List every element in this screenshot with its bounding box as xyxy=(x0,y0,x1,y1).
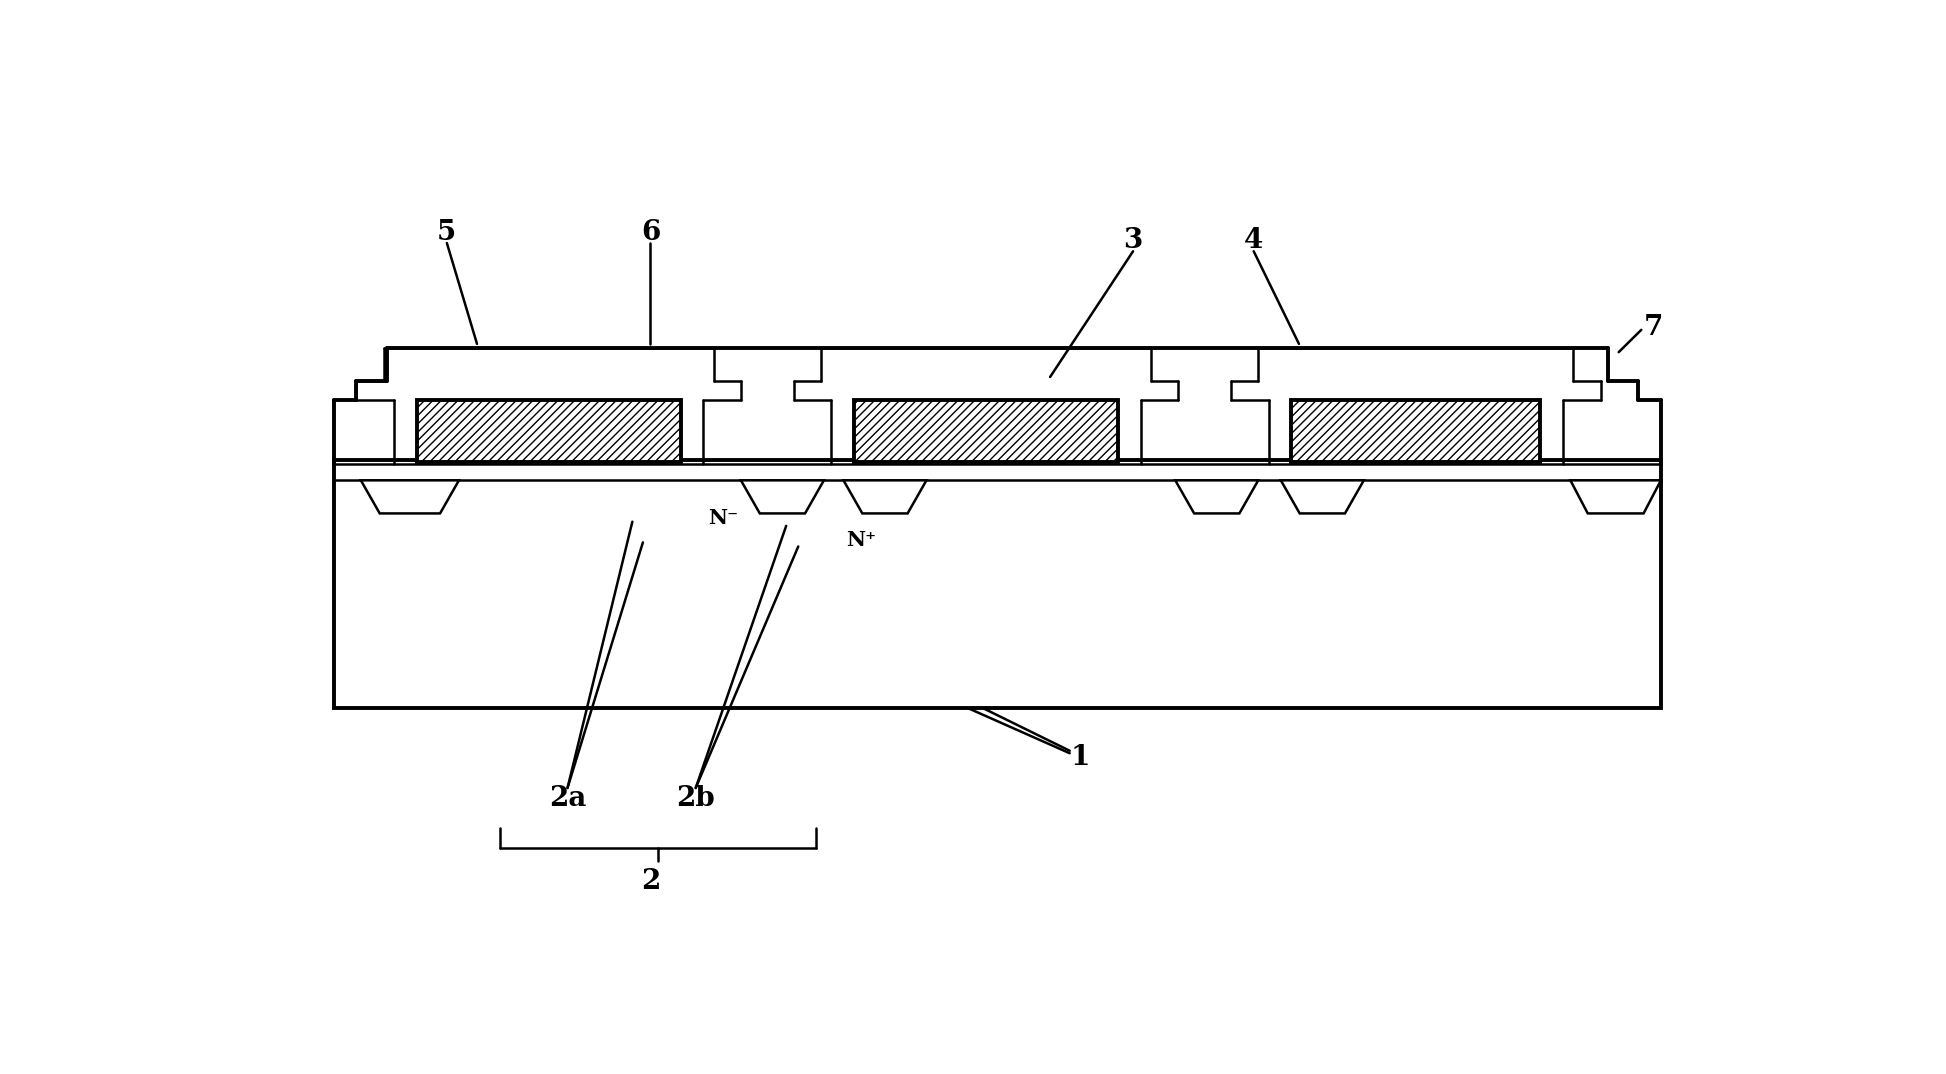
Text: 2b: 2b xyxy=(677,785,714,812)
Polygon shape xyxy=(1280,480,1364,513)
Polygon shape xyxy=(1570,480,1662,513)
Text: N⁻: N⁻ xyxy=(708,508,738,527)
Bar xyxy=(416,401,681,462)
Text: 1: 1 xyxy=(1070,744,1090,771)
Bar xyxy=(1292,401,1541,462)
Polygon shape xyxy=(360,480,459,513)
Text: N⁺: N⁺ xyxy=(847,529,876,550)
Bar xyxy=(854,401,1119,462)
Polygon shape xyxy=(1175,480,1259,513)
Bar xyxy=(335,460,1662,708)
Text: 4: 4 xyxy=(1243,227,1263,255)
Polygon shape xyxy=(741,480,823,513)
Text: 5: 5 xyxy=(438,219,457,246)
Polygon shape xyxy=(843,480,926,513)
Text: 7: 7 xyxy=(1644,314,1664,340)
Text: 6: 6 xyxy=(640,219,660,246)
Text: 3: 3 xyxy=(1123,227,1142,255)
Text: 2a: 2a xyxy=(549,785,586,812)
Text: 2: 2 xyxy=(640,868,660,895)
